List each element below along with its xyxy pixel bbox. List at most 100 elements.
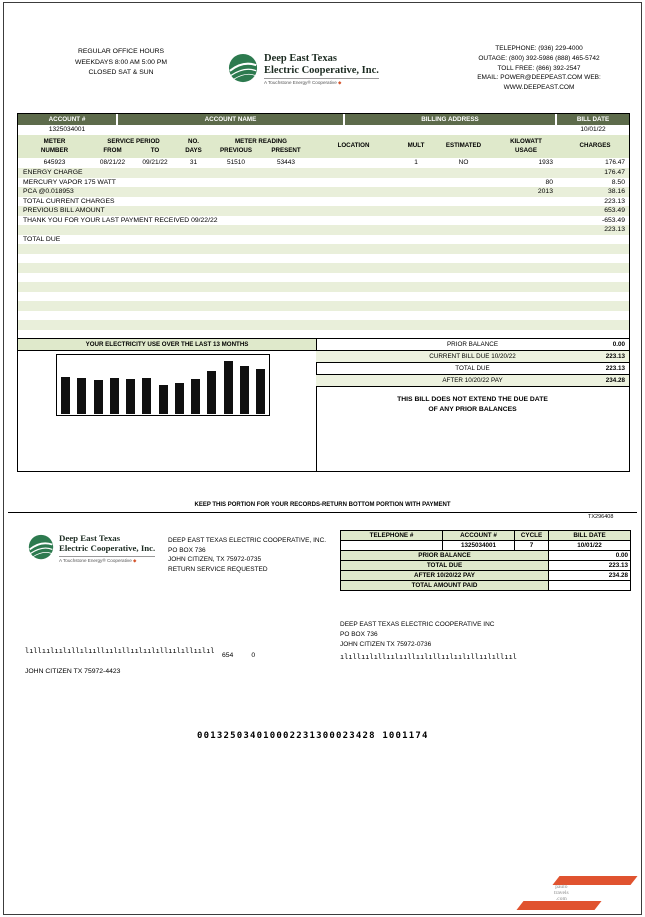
- service-from-value: 08/21/22: [99, 159, 126, 166]
- charge-row-last-payment: THANK YOU FOR YOUR LAST PAYMENT RECEIVED…: [18, 216, 629, 226]
- stub-bill-date-header: BILL DATE: [548, 530, 631, 541]
- meter-header-kilowatt: KILOWATT: [510, 138, 542, 145]
- stub-row-label: AFTER 10/20/22 PAY: [340, 570, 549, 581]
- contact-website: WWW.DEEPEAST.COM: [503, 84, 575, 92]
- usage-bar: [191, 379, 200, 414]
- service-to-value: 09/21/22: [142, 159, 168, 166]
- stub-bill-date-value: 10/01/22: [548, 540, 631, 551]
- previous-reading-value: 51510: [226, 159, 246, 166]
- ocr-scan-line: 001325034010002231300023428 1001174: [197, 731, 429, 741]
- company-name-block: Deep East Texas Electric Cooperative, In…: [264, 53, 379, 86]
- meter-header-no: NO.: [187, 138, 199, 145]
- meter-header-reading: METER READING: [235, 138, 287, 145]
- stub-row-value: 223.13: [548, 560, 631, 571]
- mail-to-line: PO BOX 736: [340, 630, 378, 638]
- meter-header-meter: METER: [43, 138, 66, 145]
- charge-desc: THANK YOU FOR YOUR LAST PAYMENT RECEIVED…: [23, 216, 218, 224]
- contact-block: TELEPHONE: (936) 229-4000 OUTAGE: (800) …: [437, 44, 641, 93]
- return-address-line: PO BOX 736: [168, 546, 206, 554]
- meter-values-row: 645923 08/21/22 09/21/22 31 51510 53443 …: [18, 158, 629, 168]
- charge-desc: PREVIOUS BILL AMOUNT: [23, 207, 105, 214]
- meter-header-present: PRESENT: [271, 147, 301, 154]
- meter-header-number: NUMBER: [40, 147, 69, 154]
- address-barcode-right: ılıllıılıllıılııllıılıllıılıılıllıılıllı…: [340, 653, 518, 661]
- stub-account-value: 1325034001: [442, 540, 515, 551]
- contact-email: EMAIL: POWER@DEEPEAST.COM WEB:: [477, 74, 601, 82]
- charge-amount: 653.49: [604, 207, 625, 214]
- stub-account-header: ACCOUNT #: [442, 530, 515, 541]
- charges-table: ENERGY CHARGE 176.47 MERCURY VAPOR 175 W…: [18, 168, 629, 330]
- usage-bar: [158, 385, 168, 414]
- stub-row-label: TOTAL AMOUNT PAID: [340, 580, 549, 591]
- meter-number-value: 645923: [43, 159, 66, 166]
- stub-row-value: 234.28: [548, 570, 631, 581]
- stub-row-after-due-date: AFTER 10/20/22 PAY 234.28: [340, 570, 631, 581]
- usage-chart-pane: YOUR ELECTRICITY USE OVER THE LAST 13 MO…: [18, 339, 317, 471]
- due-date-note-line2: OF ANY PRIOR BALANCES: [428, 406, 517, 413]
- usage-bar: [223, 361, 233, 414]
- company-tagline: A Touchstone Energy® Cooperative ◆: [59, 555, 156, 564]
- usage-bar: [207, 371, 217, 414]
- mult-value: 1: [414, 159, 418, 166]
- tagline-text: A Touchstone Energy® Cooperative: [264, 80, 337, 85]
- stub-row-total-due: TOTAL DUE 223.13: [340, 560, 631, 571]
- summary-value: 223.13: [605, 365, 625, 372]
- meter-header-usage: USAGE: [514, 147, 537, 154]
- account-number-value: 1325034001: [48, 126, 86, 133]
- watermark-line2: travels: [554, 889, 569, 896]
- charge-amount: 38.16: [607, 188, 625, 195]
- charges-empty-row: [18, 254, 629, 264]
- charge-amount: -653.49: [601, 216, 625, 224]
- keep-portion-text: KEEP THIS PORTION FOR YOUR RECORDS-RETUR…: [194, 502, 451, 508]
- account-name-value: [118, 125, 343, 135]
- account-name-header: ACCOUNT NAME: [118, 114, 343, 125]
- stub-row-label: PRIOR BALANCE: [340, 550, 549, 561]
- stub-table-header-row: TELEPHONE # ACCOUNT # CYCLE BILL DATE: [340, 530, 631, 541]
- mid-section: YOUR ELECTRICITY USE OVER THE LAST 13 MO…: [18, 338, 629, 471]
- summary-value: 0.00: [612, 341, 625, 348]
- kilowatt-usage-value: 1933: [538, 159, 553, 166]
- stub-company-logo: Deep East Texas Electric Cooperative, In…: [28, 533, 156, 564]
- summary-label: PRIOR BALANCE: [446, 341, 499, 348]
- tear-line: [8, 512, 637, 513]
- charge-row-pca: PCA @0.018953 2013 38.16: [18, 187, 629, 197]
- charges-empty-row: [18, 244, 629, 254]
- meter-table-header: METER NUMBER SERVICE PERIOD FROM TO NO. …: [18, 135, 629, 158]
- contact-telephone: TELEPHONE: (936) 229-4000: [495, 45, 583, 52]
- charges-empty-row: [18, 320, 629, 330]
- office-hours-title: REGULAR OFFICE HOURS: [77, 48, 165, 55]
- account-number-header: ACCOUNT #: [18, 114, 116, 125]
- touchstone-energy-icon: ◆: [133, 557, 137, 563]
- customer-address-line: JOHN CITIZEN TX 75972-4423: [25, 668, 121, 675]
- stub-telephone-header: TELEPHONE #: [340, 530, 443, 541]
- charge-desc: MERCURY VAPOR 175 WATT: [23, 178, 116, 186]
- company-logo: Deep East Texas Electric Cooperative, In…: [228, 53, 379, 86]
- charge-amount: 8.50: [611, 178, 625, 186]
- summary-row-prior-balance: PRIOR BALANCE 0.00: [316, 339, 629, 351]
- stub-row-value: [548, 580, 631, 591]
- company-name-line2: Electric Cooperative, Inc.: [264, 64, 379, 76]
- tagline-text: A Touchstone Energy® Cooperative: [59, 557, 132, 563]
- charge-row-total-due: TOTAL DUE: [18, 235, 629, 245]
- charge-usage: 2013: [537, 188, 553, 195]
- balance-summary-pane: PRIOR BALANCE 0.00 CURRENT BILL DUE 10/2…: [316, 339, 629, 471]
- contact-outage: OUTAGE: (800) 392-5986 (888) 465-5742: [478, 54, 600, 62]
- meter-header-charges: CHARGES: [579, 142, 611, 149]
- meter-header-previous: PREVIOUS: [220, 147, 252, 154]
- form-code: TX296408: [588, 514, 614, 520]
- summary-label: AFTER 10/20/22 PAY: [442, 377, 503, 384]
- office-hours-block: REGULAR OFFICE HOURS WEEKDAYS 8:00 AM 5:…: [50, 47, 192, 79]
- stub-table-value-row: 1325034001 7 10/01/22: [340, 540, 631, 551]
- bundle-numbers: 654 0: [222, 652, 255, 659]
- mail-to-line: JOHN CITIZEN TX 75972-0736: [340, 640, 432, 648]
- charge-desc: PCA @0.018953: [23, 188, 74, 195]
- summary-label: CURRENT BILL DUE 10/20/22: [429, 353, 516, 360]
- stub-account-table: TELEPHONE # ACCOUNT # CYCLE BILL DATE 13…: [340, 530, 631, 591]
- office-hours-weekdays: WEEKDAYS 8:00 AM 5:00 PM: [74, 58, 168, 66]
- meter-header-estimated: ESTIMATED: [445, 142, 482, 149]
- return-address-line: DEEP EAST TEXAS ELECTRIC COOPERATIVE, IN…: [168, 537, 327, 544]
- summary-row-current-bill-due: CURRENT BILL DUE 10/20/22 223.13: [316, 351, 629, 363]
- mail-to-address-block: DEEP EAST TEXAS ELECTRIC COOPERATIVE INC…: [340, 620, 494, 649]
- watermark-line1: paulo: [555, 884, 568, 890]
